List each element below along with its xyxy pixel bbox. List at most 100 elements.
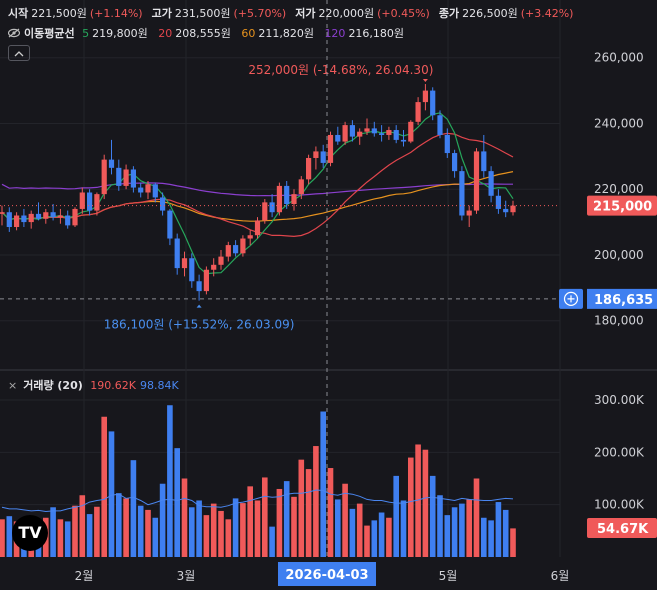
volume-bar bbox=[320, 411, 326, 557]
candle-body bbox=[247, 235, 253, 239]
candle-body bbox=[408, 121, 414, 142]
volume-bar bbox=[291, 496, 297, 557]
price-tick-label: 220,000 bbox=[594, 182, 644, 196]
volume-bar bbox=[422, 449, 429, 557]
candle-body bbox=[393, 130, 399, 140]
candle-body bbox=[0, 212, 5, 214]
volume-bar bbox=[145, 509, 151, 557]
volume-bar bbox=[262, 477, 268, 557]
high-low-annotations: 252,000원 (-14.68%, 26.04.30) 186,100원 (+1… bbox=[104, 63, 434, 332]
candle-body bbox=[291, 194, 297, 204]
volume-bar bbox=[130, 460, 137, 557]
candle-body bbox=[342, 125, 348, 142]
volume-bar bbox=[108, 431, 115, 557]
volume-bar bbox=[298, 459, 305, 557]
high-annotation: 252,000원 (-14.68%, 26.04.30) bbox=[248, 63, 433, 77]
candle-body bbox=[174, 238, 180, 269]
volume-bar bbox=[400, 500, 407, 557]
crosshair-date-badge bbox=[278, 562, 376, 586]
candle-body bbox=[481, 151, 487, 172]
open-label: 시작 bbox=[8, 7, 29, 20]
candle-body bbox=[240, 238, 246, 254]
candle-body bbox=[269, 202, 275, 213]
high-value: 231,500원 bbox=[174, 7, 231, 20]
candle-body bbox=[160, 197, 166, 211]
candle-body bbox=[218, 256, 224, 265]
close-label: 종가 bbox=[438, 7, 460, 20]
volume-bar bbox=[269, 526, 275, 557]
candle-body bbox=[495, 195, 501, 209]
volume-bar bbox=[167, 405, 173, 557]
collapse-legend-button[interactable] bbox=[8, 45, 30, 61]
volume-tick-label: 100.00K bbox=[594, 498, 645, 512]
candle-body bbox=[65, 215, 71, 226]
candle-body bbox=[181, 258, 188, 269]
volume-bar bbox=[459, 503, 465, 557]
low-label: 저가 bbox=[295, 7, 316, 20]
ma-period-20: 20 bbox=[158, 27, 173, 40]
candle-body bbox=[189, 258, 195, 282]
candle-body bbox=[371, 128, 377, 134]
low-value: 220,000원 bbox=[318, 7, 375, 20]
candle-body bbox=[262, 202, 268, 221]
price-tick-label: 200,000 bbox=[594, 248, 644, 262]
volume-bar bbox=[393, 475, 399, 557]
volume-bar bbox=[451, 507, 458, 557]
volume-bar bbox=[415, 444, 421, 557]
candle-body bbox=[130, 169, 136, 188]
current-price-label: 215,000 bbox=[593, 200, 652, 215]
volume-bar bbox=[210, 503, 217, 557]
candle-body bbox=[466, 210, 472, 216]
candle-body bbox=[327, 134, 334, 163]
candle-body bbox=[225, 245, 231, 257]
close-icon[interactable]: × bbox=[8, 379, 18, 392]
candle-body bbox=[473, 151, 480, 211]
volume-bar bbox=[189, 507, 195, 557]
volume-bar bbox=[437, 495, 443, 557]
volume-bar bbox=[371, 520, 378, 557]
candle-body bbox=[116, 167, 122, 186]
visibility-toggle-icon[interactable] bbox=[8, 28, 20, 38]
volume-bar bbox=[313, 446, 319, 557]
volume-bar bbox=[6, 516, 13, 557]
candle-body bbox=[233, 245, 239, 254]
volume-bar bbox=[94, 506, 100, 557]
candle-body bbox=[335, 134, 341, 142]
volume-bar bbox=[254, 500, 261, 557]
ma-period-5: 5 bbox=[82, 27, 90, 40]
x-tick-label: 6월 bbox=[551, 569, 570, 583]
price-tick-label: 240,000 bbox=[594, 116, 644, 130]
volume-bar bbox=[386, 517, 392, 557]
volume-tick-label: 300.00K bbox=[594, 393, 645, 407]
volume-bar bbox=[473, 478, 480, 557]
candlestick-series bbox=[0, 84, 516, 301]
candle-body bbox=[276, 185, 282, 213]
volume-legend: × 거래량 (20) 190.62K 98.84K bbox=[8, 377, 179, 393]
ma-value-20: 208,555원 bbox=[175, 27, 231, 40]
candle-body bbox=[21, 215, 27, 223]
ma-title: 이동평균선 bbox=[24, 27, 75, 40]
candle-body bbox=[306, 157, 312, 180]
moving-average-legend: 이동평균선 5 219,800원 20 208,555원 60 211,820원 12… bbox=[8, 25, 411, 41]
open-change: (+1.14%) bbox=[89, 7, 143, 20]
candle-body bbox=[284, 185, 290, 204]
crosshair-date-label: 2026-04-03 bbox=[285, 568, 368, 583]
volume-bar bbox=[378, 512, 385, 557]
grid-lines bbox=[0, 0, 657, 557]
candle-body bbox=[196, 281, 202, 292]
candle-body bbox=[43, 212, 49, 219]
volume-bar bbox=[123, 498, 129, 557]
candle-body bbox=[79, 192, 85, 209]
volume-bar bbox=[218, 510, 224, 557]
volume-bar bbox=[247, 486, 253, 557]
tradingview-logo[interactable]: TV bbox=[12, 515, 48, 551]
candle-body bbox=[459, 171, 465, 216]
candle-body bbox=[510, 205, 516, 213]
x-tick-label: 2월 bbox=[75, 569, 94, 583]
volume-bar bbox=[510, 528, 516, 557]
candle-body bbox=[14, 215, 20, 228]
candle-body bbox=[444, 134, 450, 154]
volume-bar bbox=[240, 503, 246, 557]
candle-body bbox=[35, 213, 42, 219]
